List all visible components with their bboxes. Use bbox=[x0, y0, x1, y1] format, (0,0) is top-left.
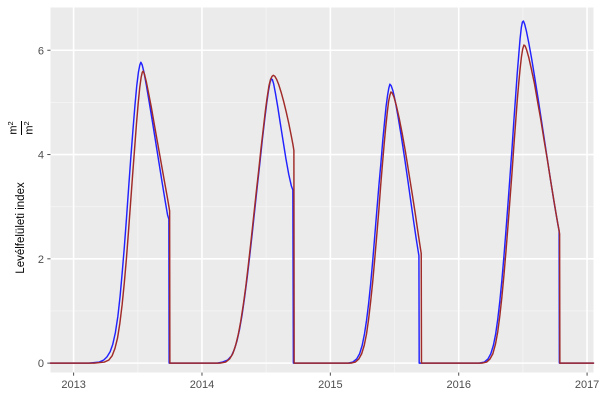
y-axis-title-text: Levélfelületi index bbox=[15, 182, 27, 274]
x-tick-label: 2015 bbox=[318, 379, 342, 391]
x-tick-label: 2016 bbox=[446, 379, 470, 391]
y-tick-label: 0 bbox=[38, 358, 44, 370]
y-tick-label: 6 bbox=[38, 45, 44, 57]
x-tick-label: 2017 bbox=[575, 379, 599, 391]
x-tick-label: 2014 bbox=[190, 379, 214, 391]
y-tick-label: 4 bbox=[38, 150, 44, 162]
y-tick-label: 2 bbox=[38, 254, 44, 266]
gridlines-minor bbox=[50, 7, 594, 373]
data-series-layer bbox=[49, 20, 595, 364]
panel-background bbox=[50, 7, 594, 373]
series-line-measured bbox=[49, 44, 595, 364]
x-tick-label: 2013 bbox=[61, 379, 85, 391]
x-axis-ticks: 2013 2014 2015 2016 2017 bbox=[61, 372, 599, 391]
